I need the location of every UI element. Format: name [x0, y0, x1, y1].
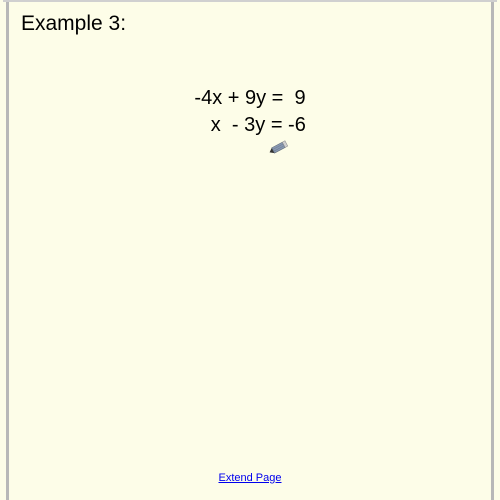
example-heading: Example 3: — [21, 12, 126, 36]
page-frame: Example 3: -4x + 9y = 9 x - 3y = -6 Exte… — [6, 0, 494, 500]
pencil-cursor-icon — [265, 136, 289, 154]
equation-line-2: x - 3y = -6 — [9, 112, 491, 139]
extend-page-link[interactable]: Extend Page — [219, 472, 282, 484]
equation-line-1: -4x + 9y = 9 — [9, 85, 491, 112]
footer-link-area: Extend Page — [9, 468, 491, 486]
equation-block: -4x + 9y = 9 x - 3y = -6 — [9, 85, 491, 139]
